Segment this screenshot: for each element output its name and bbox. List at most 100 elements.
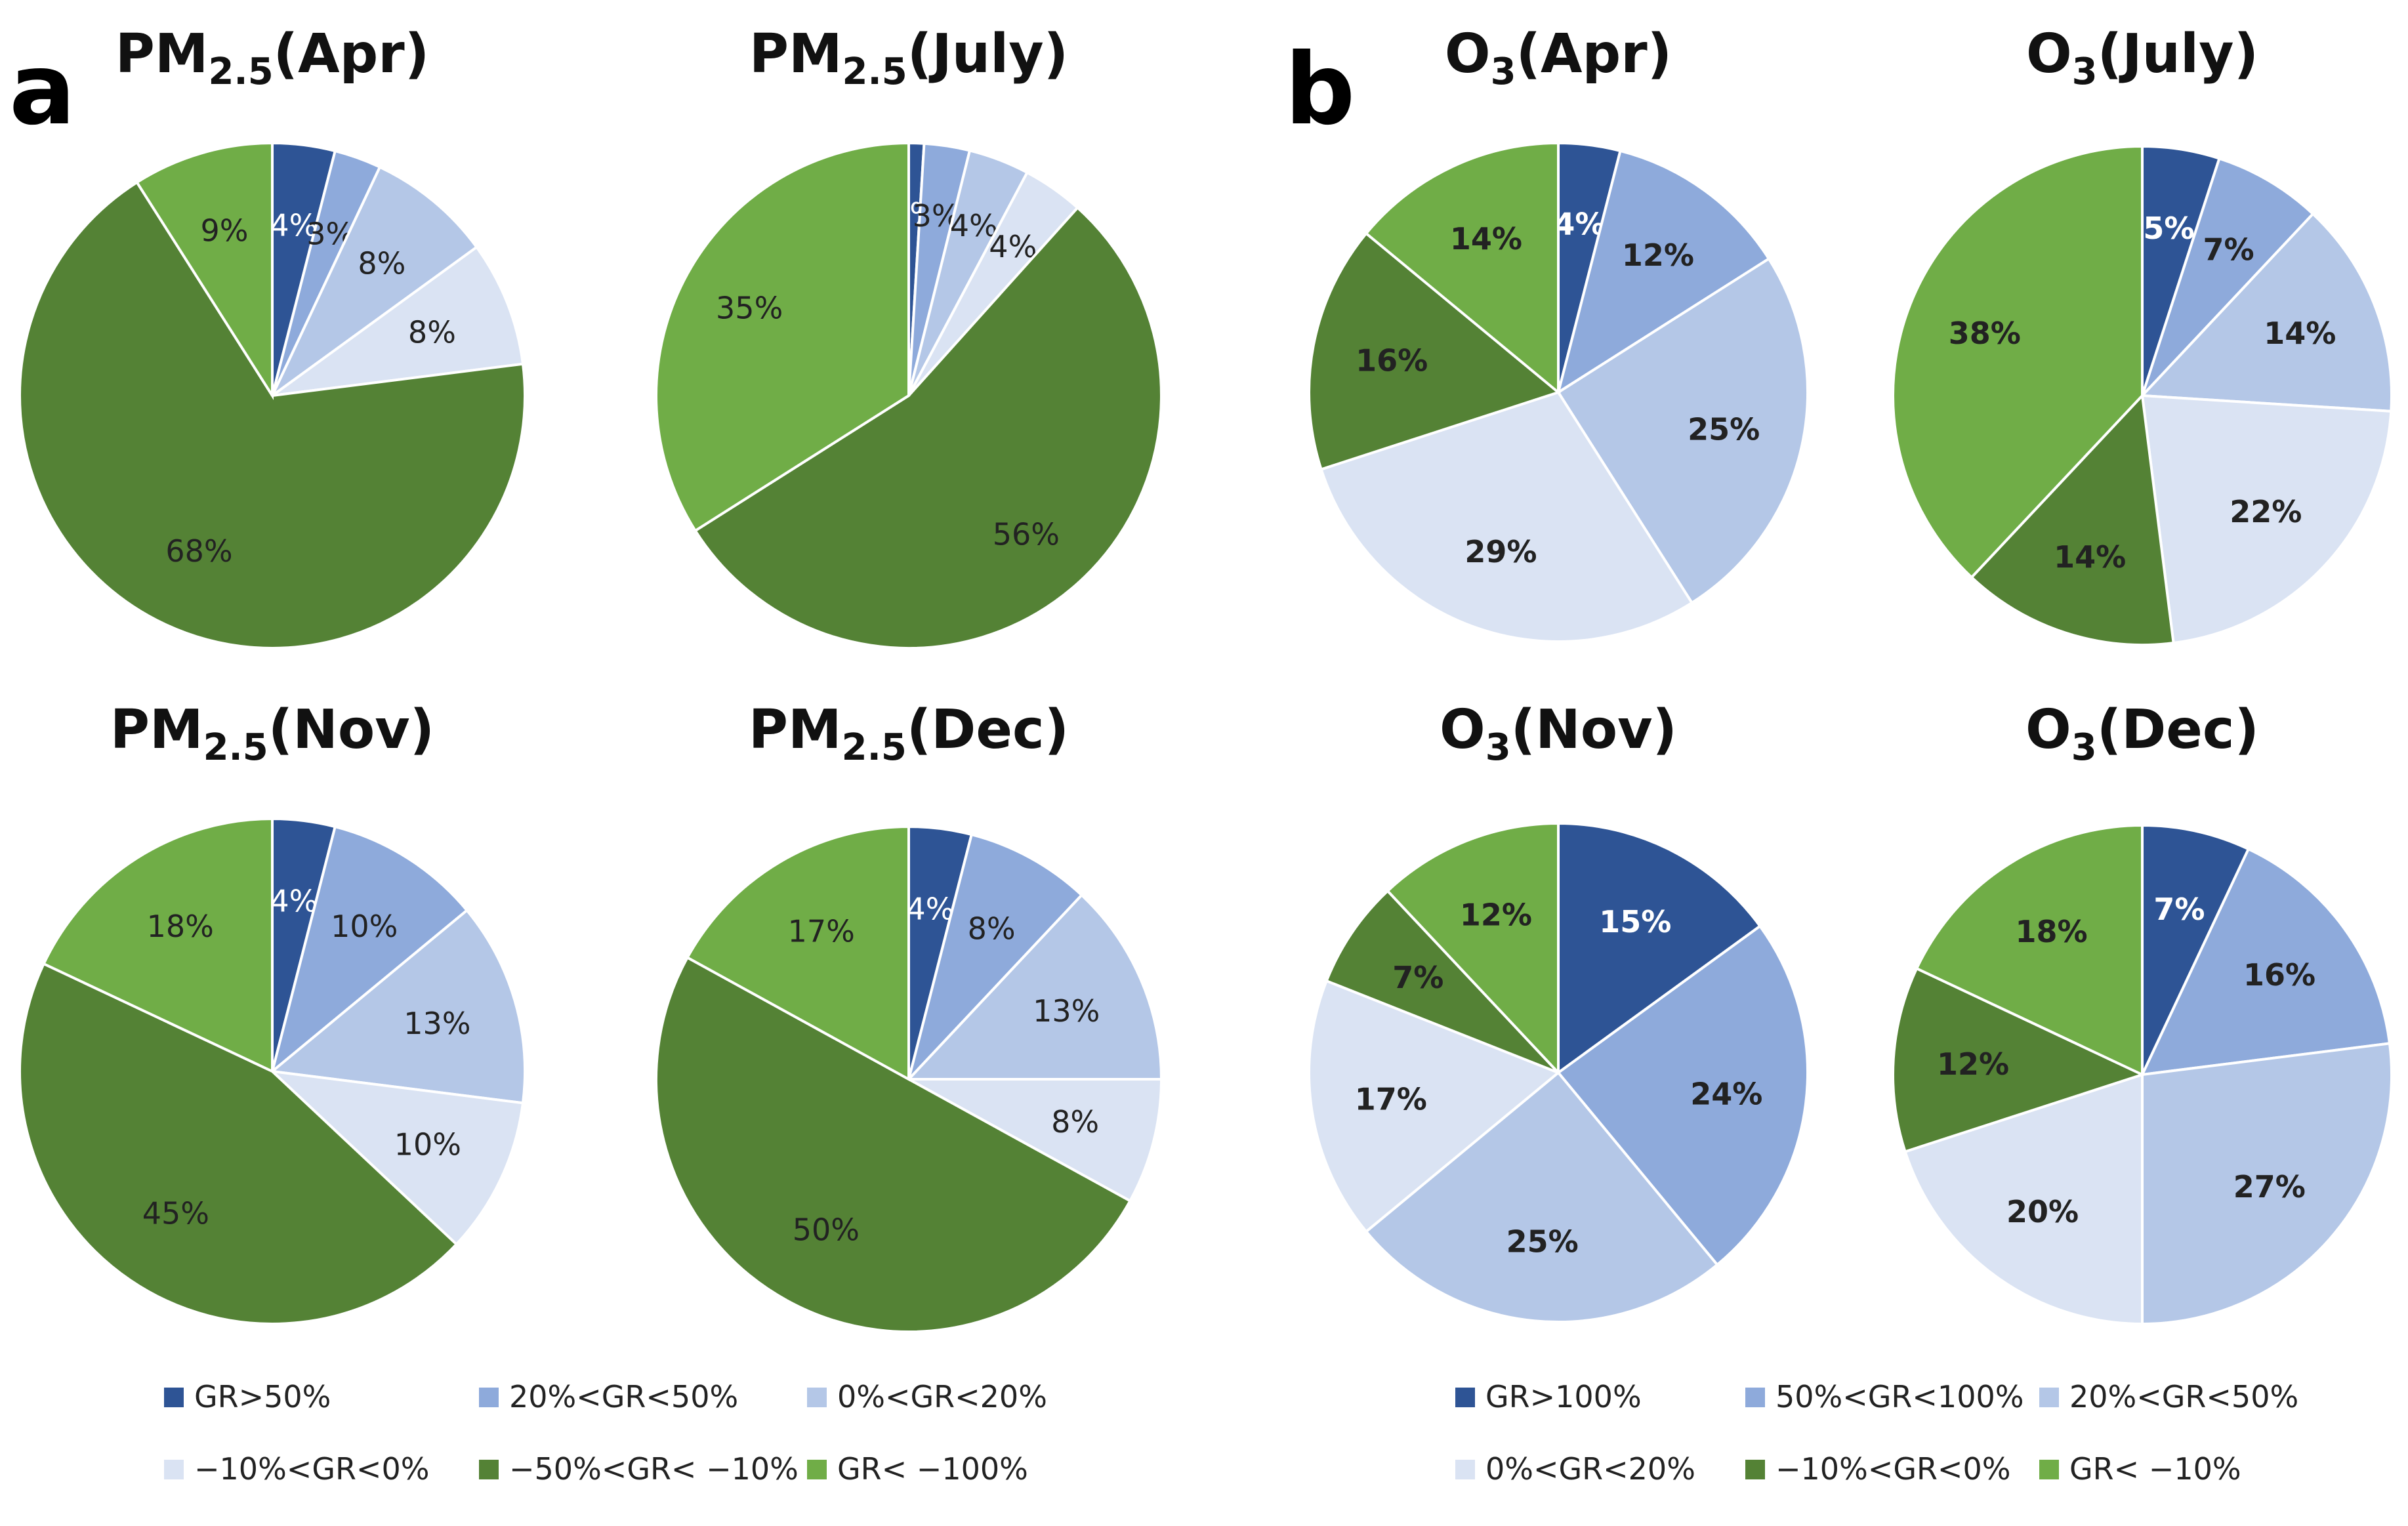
slice-label-o3-apr-1: 4% (1554, 207, 1605, 242)
pie-slice-o3-july-5 (1970, 392, 2175, 647)
pie-slice-o3-july-4 (2140, 394, 2393, 645)
legend-label-pm25-3: 0%<GR<20% (837, 1379, 1047, 1414)
pie-slice-o3-dec-1 (2141, 823, 2251, 1075)
pie-slice-pm25-dec-4 (908, 1078, 1163, 1203)
pie-chart-o3-july: O3(July) 5% 7% 14% 22% 14% 38% (1892, 23, 2393, 647)
pie-slice-o3-july-6 (1892, 144, 2144, 579)
legend-swatch-o3-2 (1745, 1388, 1765, 1407)
pie-slice-o3-nov-6 (1386, 821, 1560, 1077)
slice-label-pm25-nov-6: 18% (147, 909, 214, 944)
slice-label-o3-dec-1: 7% (2153, 892, 2205, 927)
slice-label-pm25-apr-6: 9% (200, 213, 248, 249)
slice-label-o3-apr-4: 29% (1464, 534, 1537, 569)
slice-label-o3-july-3: 14% (2264, 316, 2336, 351)
slice-label-pm25-apr-1: 4% (270, 207, 318, 243)
legend-label-o3-5: −10%<GR<0% (1775, 1451, 2010, 1487)
slice-label-pm25-nov-3: 13% (404, 1006, 470, 1041)
slice-label-o3-july-2: 7% (2203, 232, 2254, 268)
pie-slice-o3-nov-4 (1308, 979, 1561, 1234)
pie-title-o3-apr: O3(Apr) (1445, 23, 1672, 93)
slice-label-pm25-nov-1: 4% (270, 883, 318, 918)
legend-swatch-o3-4 (1455, 1460, 1475, 1479)
slice-label-o3-apr-5: 16% (1356, 343, 1428, 379)
pie-slice-pm25-dec-6 (685, 825, 910, 1082)
legend-label-o3-2: 50%<GR<100% (1775, 1379, 2024, 1414)
slice-label-o3-nov-3: 25% (1506, 1224, 1579, 1259)
pie-slice-o3-dec-6 (1915, 823, 2144, 1077)
legend-swatch-o3-3 (2039, 1388, 2059, 1407)
legend-label-pm25-4: −10%<GR<0% (194, 1451, 429, 1487)
pie-slice-o3-nov-1 (1557, 821, 1762, 1075)
legend-label-pm25-5: −50%<GR< −10% (509, 1451, 799, 1487)
pie-chart-pm25-dec: PM2.5(Dec) 4% 8% 13% 8% 50% 17% (655, 699, 1163, 1333)
slice-label-o3-apr-3: 25% (1688, 411, 1760, 447)
pie-title-pm25-nov: PM2.5(Nov) (110, 699, 434, 769)
slice-label-pm25-dec-4: 8% (1051, 1104, 1099, 1140)
slice-label-o3-dec-3: 27% (2233, 1169, 2306, 1205)
pie-title-pm25-july: PM2.5(July) (749, 23, 1068, 93)
pie-chart-o3-dec: O3(Dec) 7% 16% 27% 20% 12% 18% (1892, 699, 2393, 1326)
slice-label-pm25-apr-3: 8% (358, 245, 405, 281)
slice-label-o3-dec-4: 20% (2006, 1194, 2079, 1229)
pie-slice-pm25-dec-5 (655, 955, 1132, 1333)
legend-label-pm25-2: 20%<GR<50% (509, 1379, 738, 1414)
pie-title-pm25-apr: PM2.5(Apr) (115, 23, 429, 93)
legend-label-o3-6: GR< −10% (2069, 1451, 2241, 1487)
legend-swatch-pm25-2 (479, 1388, 499, 1407)
pie-slice-pm25-nov-4 (268, 1069, 525, 1247)
legend-swatch-o3-6 (2039, 1460, 2059, 1479)
pie-slice-pm25-apr-5 (18, 180, 526, 650)
slice-label-o3-dec-6: 18% (2015, 914, 2087, 949)
pie-slice-pm25-dec-2 (907, 833, 1084, 1081)
pie-title-pm25-dec: PM2.5(Dec) (749, 699, 1069, 769)
panel-letter-a: a (9, 33, 75, 147)
slice-label-pm25-july-3: 4% (950, 208, 998, 243)
slice-label-pm25-july-6: 35% (716, 290, 783, 325)
legend-swatch-pm25-3 (807, 1388, 827, 1407)
pie-slice-o3-apr-2 (1556, 149, 1771, 396)
slice-label-pm25-dec-5: 50% (793, 1212, 860, 1247)
pie-slice-pm25-nov-3 (269, 908, 526, 1105)
slice-label-o3-nov-4: 17% (1355, 1081, 1427, 1117)
legend-label-pm25-6: GR< −100% (837, 1451, 1028, 1487)
pie-slice-pm25-july-6 (655, 141, 910, 533)
panel-letter-b: b (1285, 33, 1355, 147)
slice-label-pm25-july-5: 56% (993, 517, 1060, 552)
slice-label-pm25-nov-2: 10% (331, 909, 398, 944)
pie-slice-o3-nov-2 (1556, 924, 1810, 1267)
slice-label-pm25-dec-3: 13% (1033, 993, 1100, 1029)
slice-label-pm25-nov-4: 10% (394, 1126, 461, 1162)
pie-slice-pm25-nov-5 (18, 962, 459, 1325)
pie-slice-o3-dec-4 (1903, 1073, 2144, 1326)
legend-swatch-o3-1 (1455, 1388, 1475, 1407)
pie-slice-o3-dec-5 (1892, 966, 2146, 1153)
pie-slice-pm25-nov-2 (270, 825, 469, 1075)
slice-label-o3-nov-2: 24% (1690, 1076, 1762, 1111)
slice-label-pm25-apr-5: 68% (165, 533, 232, 569)
slice-label-pm25-nov-5: 45% (142, 1196, 209, 1231)
pie-chart-pm25-apr: PM2.5(Apr)4%3%8%8%68%9% (18, 23, 526, 650)
slice-label-pm25-dec-1: 4% (906, 891, 954, 926)
pie-slice-o3-july-3 (2139, 212, 2393, 413)
pie-slice-o3-nov-5 (1325, 889, 1560, 1074)
slice-label-o3-dec-2: 16% (2243, 957, 2315, 993)
pie-title-o3-dec: O3(Dec) (2025, 699, 2259, 769)
pie-slice-o3-apr-3 (1556, 257, 1809, 605)
pie-slice-o3-july-2 (2141, 157, 2315, 397)
legend-pm25: GR>50% 20%<GR<50% 0%<GR<20% −10%<GR<0% −50%<… (164, 1379, 1047, 1487)
pie-slice-o3-dec-2 (2140, 847, 2392, 1077)
pie-slice-o3-dec-3 (2141, 1042, 2393, 1326)
slice-label-o3-nov-5: 7% (1392, 960, 1443, 995)
slice-label-pm25-dec-6: 17% (788, 914, 855, 949)
slice-label-o3-apr-2: 12% (1622, 237, 1694, 273)
pie-slice-pm25-nov-6 (41, 817, 274, 1074)
slice-label-pm25-dec-2: 8% (968, 911, 1016, 947)
pie-slice-o3-apr-5 (1308, 231, 1562, 471)
slice-label-pm25-apr-4: 8% (408, 315, 456, 350)
pie-chart-o3-nov: O3(Nov) 15% 24% 25% 17% 7% 12% (1308, 699, 1810, 1323)
legend-label-o3-4: 0%<GR<20% (1485, 1451, 1695, 1487)
pie-slice-o3-apr-6 (1364, 141, 1560, 396)
legend-label-o3-3: 20%<GR<50% (2069, 1379, 2298, 1414)
pie-slice-o3-nov-3 (1364, 1071, 1720, 1323)
